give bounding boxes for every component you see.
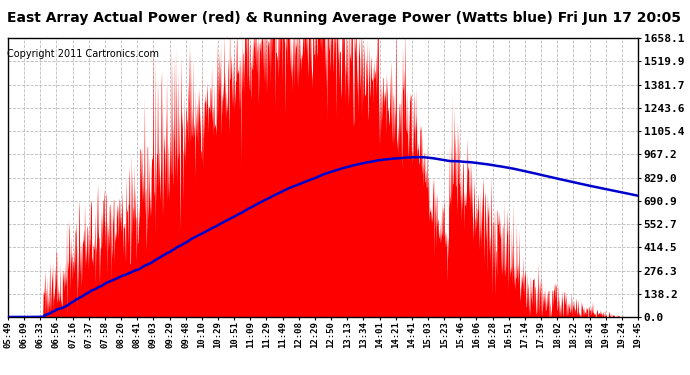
Text: East Array Actual Power (red) & Running Average Power (Watts blue) Fri Jun 17 20: East Array Actual Power (red) & Running …: [7, 11, 681, 25]
Text: Copyright 2011 Cartronics.com: Copyright 2011 Cartronics.com: [7, 49, 159, 59]
